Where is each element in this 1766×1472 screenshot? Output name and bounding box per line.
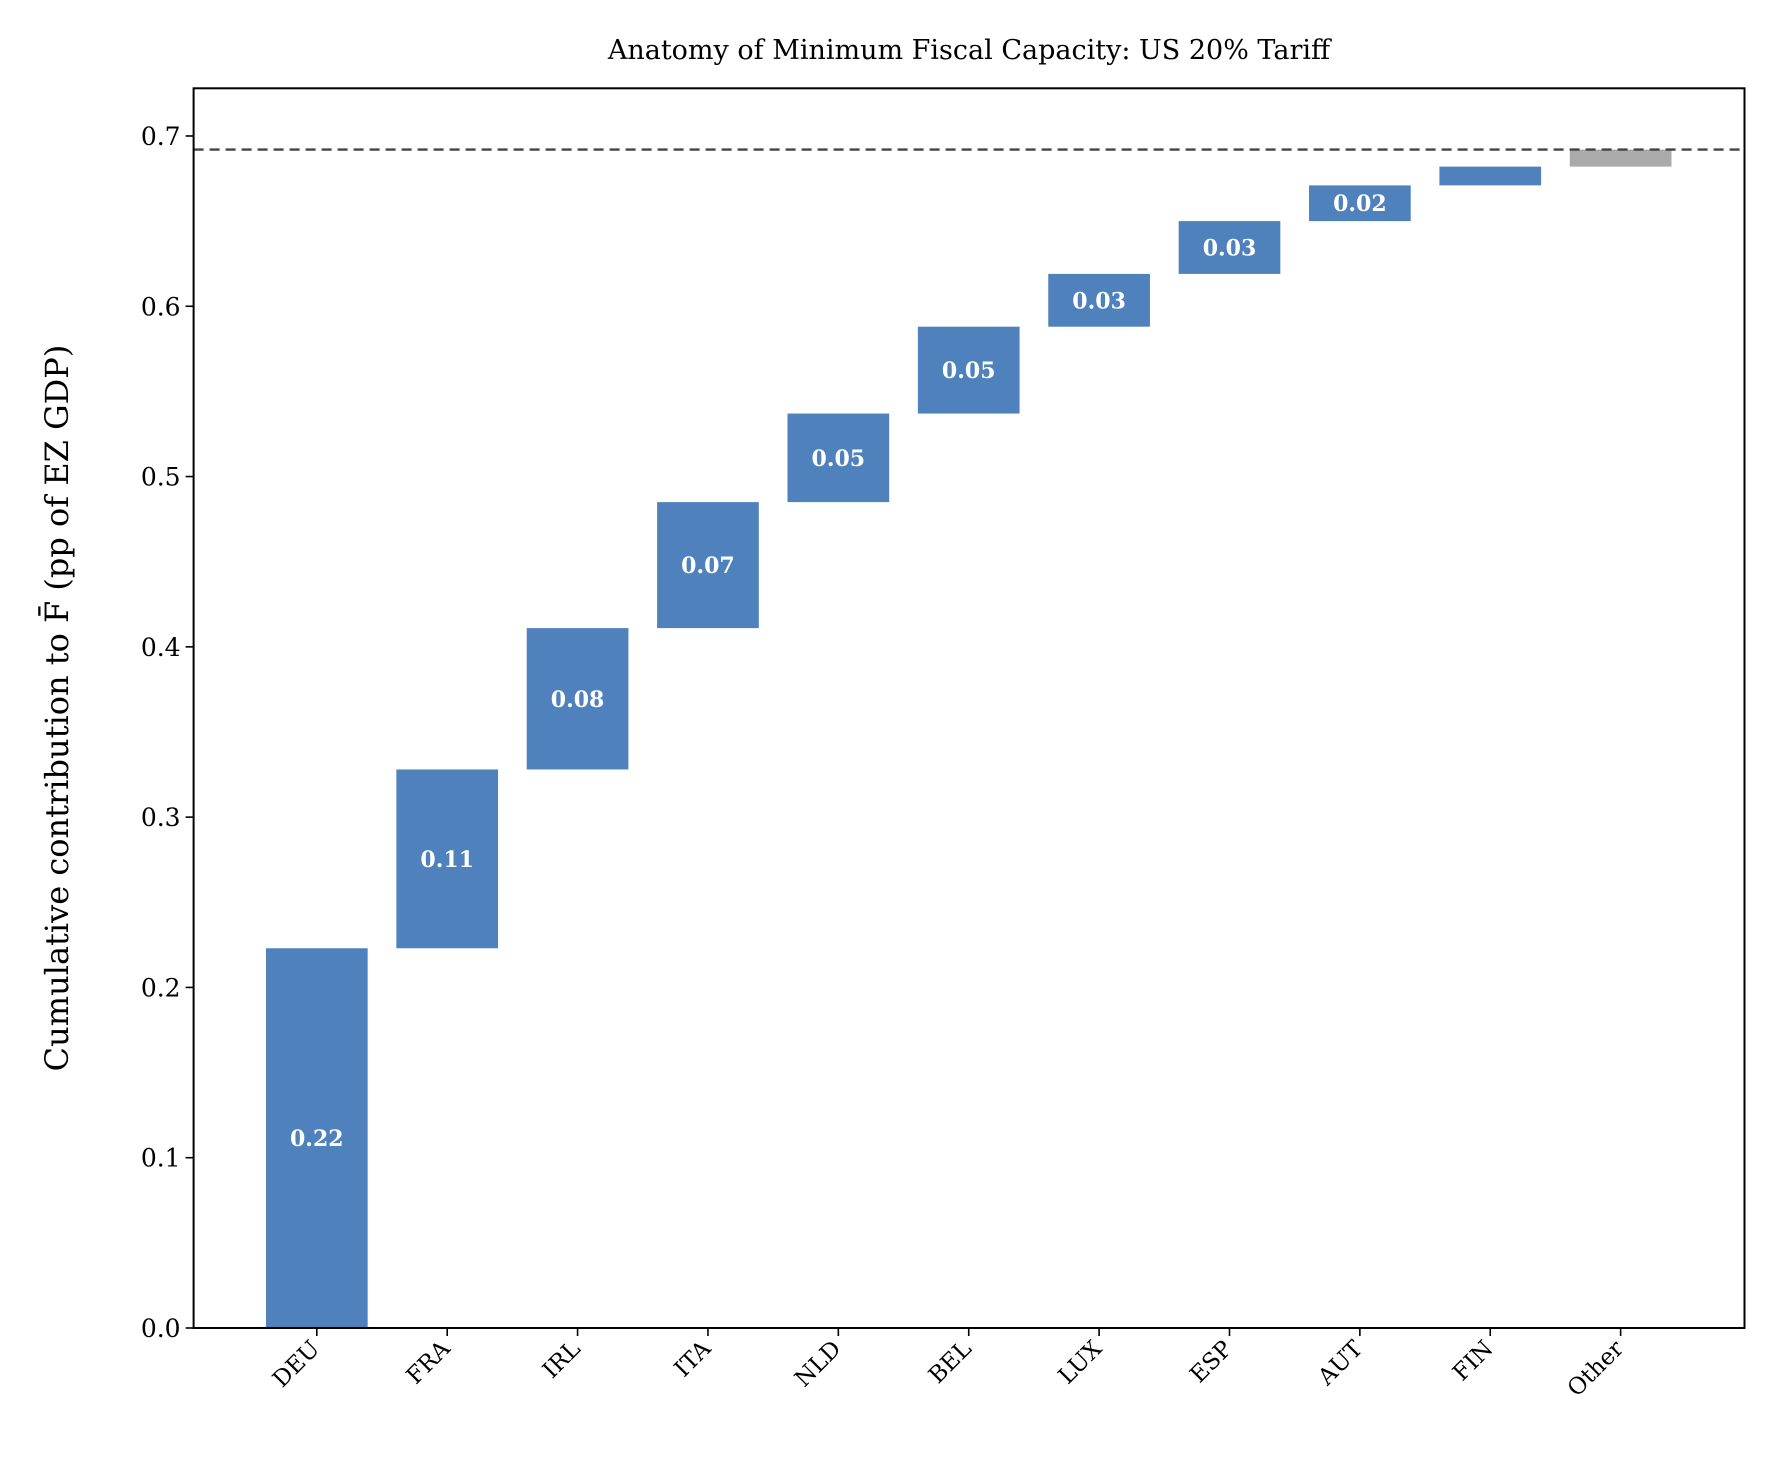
x-tick-label: Other (1563, 1336, 1629, 1402)
x-tick-label: ITA (670, 1336, 717, 1383)
data-label-deu: 0.22 (290, 1126, 344, 1152)
x-tick-label: DEU (268, 1336, 325, 1393)
data-label-aut: 0.02 (1333, 191, 1387, 217)
y-tick-label: 0.3 (141, 803, 181, 832)
y-tick-label: 0.5 (141, 463, 181, 492)
bar-fra (396, 769, 499, 949)
data-label-fra: 0.11 (420, 847, 474, 873)
x-tick-label: LUX (1054, 1335, 1108, 1389)
data-label-esp: 0.03 (1203, 236, 1257, 262)
bar-bel (917, 326, 1020, 414)
y-tick-label: 0.6 (141, 292, 181, 321)
y-axis-label: Cumulative contribution to F̄ (pp of EZ … (38, 345, 76, 1072)
y-tick-label: 0.1 (141, 1144, 181, 1173)
data-label-nld: 0.05 (812, 446, 866, 472)
x-tick-label: IRL (538, 1336, 586, 1384)
bar-fin (1439, 166, 1542, 186)
bar-ita (657, 502, 759, 629)
x-tick-label: BEL (924, 1336, 977, 1389)
bar-esp (1178, 221, 1281, 274)
x-tick-label: ESP (1185, 1336, 1237, 1388)
x-tick-label: FIN (1448, 1336, 1498, 1386)
y-tick-label: 0.0 (141, 1314, 181, 1343)
y-tick-label: 0.4 (141, 633, 181, 662)
bar-irl (526, 628, 629, 770)
x-tick-label: AUT (1313, 1335, 1369, 1391)
bar-other (1569, 149, 1672, 167)
y-tick-label: 0.2 (141, 973, 181, 1002)
chart-title: Anatomy of Minimum Fiscal Capacity: US 2… (607, 35, 1332, 66)
data-label-irl: 0.08 (551, 687, 605, 713)
x-tick-label: NLD (790, 1336, 846, 1392)
bar-deu (265, 948, 368, 1328)
plot-frame (192, 87, 1746, 1329)
data-label-lux: 0.03 (1072, 288, 1126, 314)
bar-aut (1309, 185, 1411, 222)
bar-lux (1048, 273, 1150, 327)
data-label-ita: 0.07 (681, 553, 735, 579)
data-label-bel: 0.05 (942, 358, 996, 384)
bar-nld (787, 413, 890, 503)
y-tick-label: 0.7 (141, 122, 181, 151)
x-tick-label: FRA (402, 1336, 456, 1390)
